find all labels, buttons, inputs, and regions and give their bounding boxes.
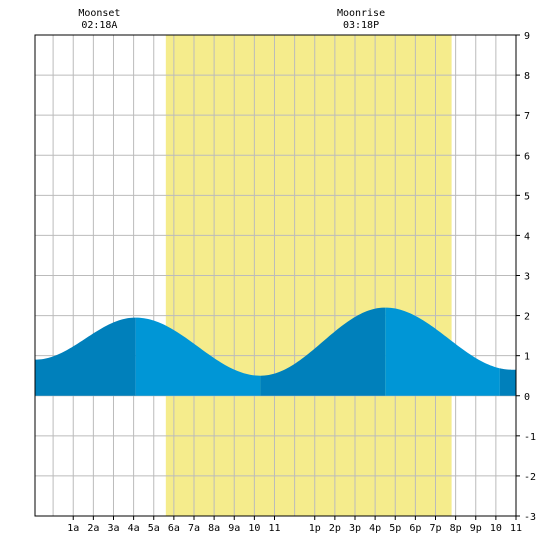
x-tick-label: 5a	[148, 523, 160, 534]
y-tick-label: 8	[524, 71, 530, 82]
grid-lines	[35, 34, 516, 517]
x-tick-label: 3a	[107, 523, 119, 534]
tide-segment	[499, 368, 516, 396]
x-tick-label: 11	[268, 523, 280, 534]
tide-segment	[35, 317, 136, 396]
x-tick-label: 1a	[67, 523, 79, 534]
x-tick-label: 2p	[329, 523, 341, 534]
y-tick-label: 4	[524, 231, 530, 242]
x-tick-label: 7a	[188, 523, 200, 534]
x-tick-label: 3p	[349, 523, 361, 534]
x-tick-label: 10	[490, 523, 502, 534]
tide-area	[35, 307, 516, 396]
x-tick-label: 7p	[429, 523, 441, 534]
x-tick-label: 9p	[470, 523, 482, 534]
x-tick-label: 8p	[450, 523, 462, 534]
moon-event-time: 02:18A	[81, 20, 117, 31]
x-tick-label: 1p	[309, 523, 321, 534]
moon-event-label: Moonrise	[337, 8, 385, 19]
moon-event-label: Moonset	[78, 8, 120, 19]
x-tick-label: 2a	[87, 523, 99, 534]
x-tick-label: 6a	[168, 523, 180, 534]
y-tick-label: 9	[524, 31, 530, 42]
tide-segment	[260, 307, 386, 396]
y-tick-label: -1	[524, 432, 536, 443]
y-tick-label: -2	[524, 472, 536, 483]
x-axis-ticks: 1a 2a 3a 4a 5a 6a 7a 8a 9a 10 11 1p 2p 3p 4p 5p 6p 7p 8p 9p…	[67, 516, 522, 534]
y-tick-label: 7	[524, 111, 530, 122]
y-tick-label: 5	[524, 191, 530, 202]
y-tick-label: 1	[524, 352, 530, 363]
y-tick-label: 3	[524, 272, 530, 283]
y-tick-label: 0	[524, 392, 530, 403]
tide-segment	[135, 317, 261, 396]
y-axis-ticks: -3 -2 -1 0 1 2 3 4 5 6 7 8 9	[516, 31, 536, 523]
y-tick-label: 6	[524, 151, 530, 162]
x-tick-label: 10	[248, 523, 260, 534]
x-tick-label: 4p	[369, 523, 381, 534]
x-tick-label: 4a	[128, 523, 140, 534]
x-tick-label: 11	[510, 523, 522, 534]
x-tick-label: 9a	[228, 523, 240, 534]
x-tick-label: 5p	[389, 523, 401, 534]
x-tick-label: 8a	[208, 523, 220, 534]
y-tick-label: -3	[524, 512, 536, 523]
moon-event-time: 03:18P	[343, 20, 379, 31]
x-tick-label: 6p	[409, 523, 421, 534]
tide-segment	[385, 307, 500, 396]
y-tick-label: 2	[524, 312, 530, 323]
